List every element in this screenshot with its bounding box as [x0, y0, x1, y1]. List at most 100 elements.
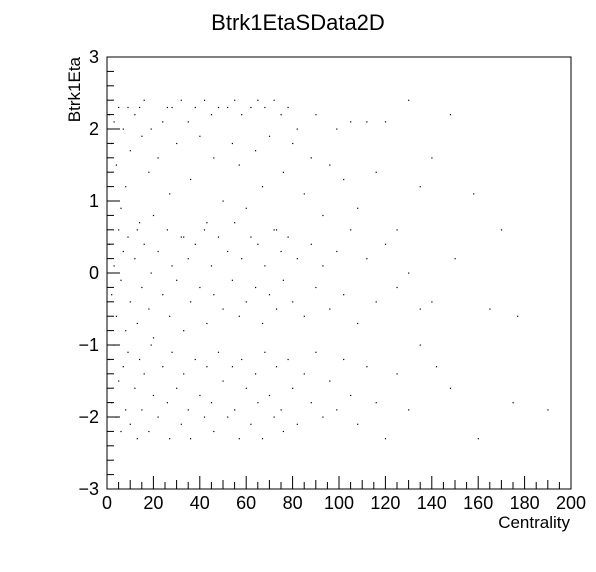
data-point — [171, 106, 173, 109]
data-point — [296, 128, 298, 130]
data-point — [210, 114, 213, 116]
data-point — [127, 351, 129, 353]
data-point — [176, 279, 178, 281]
data-point — [234, 409, 236, 411]
data-point — [203, 229, 206, 231]
data-point — [115, 416, 117, 418]
data-point — [261, 322, 264, 325]
data-point — [517, 315, 519, 317]
data-point — [118, 380, 120, 382]
data-point — [375, 171, 377, 173]
data-point — [206, 322, 208, 325]
data-point — [187, 409, 189, 411]
data-point — [120, 430, 122, 433]
data-point — [310, 157, 312, 159]
data-point — [139, 106, 141, 109]
data-point — [118, 106, 120, 109]
data-point — [227, 106, 229, 109]
data-point — [183, 330, 185, 332]
data-point — [315, 286, 317, 289]
data-point — [431, 157, 433, 159]
data-point — [287, 358, 289, 361]
chart-title: Btrk1EtaSData2D — [211, 10, 385, 35]
data-point — [166, 106, 168, 109]
data-point — [489, 308, 491, 310]
data-point — [125, 186, 127, 188]
data-point — [431, 301, 433, 303]
data-point — [408, 272, 410, 274]
data-point — [238, 315, 240, 317]
data-point — [157, 157, 159, 159]
x-tick-label: 120 — [370, 493, 400, 513]
data-point — [183, 236, 185, 238]
data-point — [245, 207, 247, 209]
data-point — [303, 373, 305, 375]
x-axis-title: Centrality — [498, 513, 570, 532]
data-point — [166, 402, 168, 404]
data-point — [268, 135, 271, 137]
data-point — [255, 373, 257, 375]
data-point — [180, 236, 182, 238]
data-point — [136, 229, 138, 231]
data-point — [108, 358, 110, 361]
data-point — [366, 258, 368, 260]
data-point — [183, 373, 185, 375]
data-point — [125, 330, 127, 332]
data-point — [282, 171, 284, 173]
data-point — [408, 99, 410, 101]
data-point — [384, 121, 387, 123]
data-point — [350, 394, 352, 397]
data-point — [329, 380, 331, 382]
x-tick-label: 180 — [510, 493, 540, 513]
data-point — [139, 222, 141, 224]
data-point — [180, 99, 182, 101]
data-point — [231, 279, 233, 281]
data-point — [408, 409, 410, 411]
data-point — [166, 229, 168, 231]
data-point — [108, 114, 110, 116]
data-point — [227, 416, 229, 418]
data-point — [231, 142, 233, 145]
data-point — [127, 106, 129, 109]
data-point — [375, 301, 377, 303]
data-point — [190, 178, 192, 181]
data-point — [350, 121, 352, 123]
data-point — [148, 430, 150, 433]
y-tick-label: 0 — [89, 263, 99, 283]
data-point — [336, 128, 338, 130]
data-point — [139, 358, 141, 361]
data-point — [273, 229, 275, 231]
data-point — [241, 358, 243, 361]
data-point — [206, 366, 208, 368]
data-point — [157, 250, 159, 253]
data-point — [115, 315, 117, 317]
data-point — [152, 337, 155, 339]
data-point — [141, 286, 143, 289]
data-point — [217, 351, 220, 353]
plot-frame — [106, 56, 572, 490]
data-point — [180, 423, 182, 425]
y-tick-label: −3 — [78, 479, 99, 499]
data-point — [310, 402, 312, 404]
data-point — [157, 416, 159, 418]
y-tick-label: 2 — [89, 119, 99, 139]
data-point — [150, 128, 152, 130]
y-tick-label: 1 — [89, 191, 99, 211]
x-tick-label: 60 — [236, 493, 256, 513]
y-tick-label: −2 — [78, 407, 99, 427]
data-point — [273, 99, 275, 101]
x-tick-label: 20 — [143, 493, 163, 513]
data-point — [122, 250, 124, 253]
data-point — [148, 308, 150, 310]
data-point — [245, 301, 247, 303]
data-point — [129, 150, 131, 152]
data-point — [122, 128, 124, 130]
data-point — [315, 351, 317, 353]
data-point — [162, 366, 164, 368]
data-point — [143, 99, 145, 101]
data-point — [171, 351, 173, 353]
data-point — [264, 106, 266, 109]
data-point — [203, 99, 206, 101]
data-point — [234, 99, 236, 101]
